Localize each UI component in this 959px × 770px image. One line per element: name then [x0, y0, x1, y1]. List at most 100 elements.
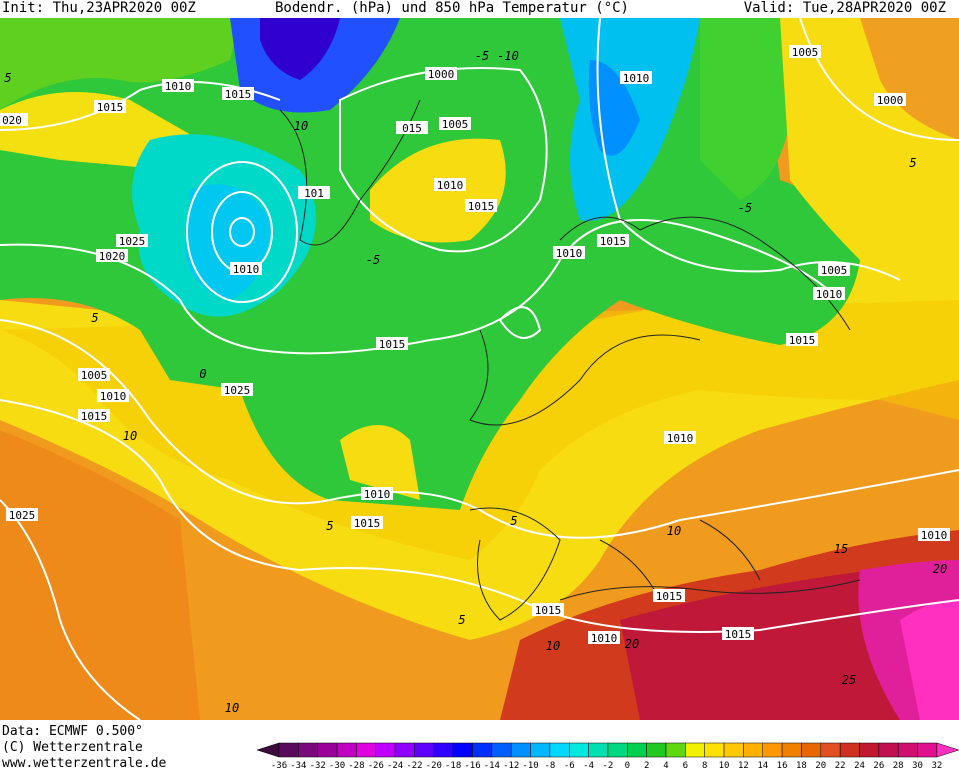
colorbar-label: -14 [484, 761, 500, 770]
colorbar-segment [878, 742, 899, 758]
isobar-label-box [396, 121, 428, 134]
colorbar-label: -8 [544, 761, 555, 770]
isobar-label-box [425, 67, 457, 80]
isobar-label: 1010 [556, 247, 583, 260]
colorbar-label: 20 [815, 761, 826, 770]
colorbar-label: 8 [702, 761, 707, 770]
isobar-label-box [664, 431, 696, 444]
isobar-label-box [597, 234, 629, 247]
colorbar-segment [530, 742, 551, 758]
colorbar-label: -28 [348, 761, 364, 770]
temperature-label: 5 [458, 613, 465, 627]
colorbar-segment [298, 742, 318, 758]
isobar-label: 1010 [667, 432, 694, 445]
temperature-label: 25 [842, 673, 856, 687]
isobar-label: 1025 [9, 509, 36, 522]
colorbar-segment [510, 742, 531, 758]
temperature-label: -5 [475, 49, 489, 63]
isobar-label: 1005 [442, 118, 469, 131]
colorbar-label: -12 [503, 761, 519, 770]
isobar-label-box [722, 627, 754, 640]
isobar-label-box [221, 383, 253, 396]
colorbar-label: -32 [310, 761, 326, 770]
isobar-label: 1010 [100, 390, 127, 403]
temperature-label: 15 [834, 542, 848, 556]
isobar-label: 1005 [81, 369, 108, 382]
isobar-label: 1015 [468, 200, 495, 213]
isobar-label-box [439, 117, 471, 130]
isobar-label: 015 [402, 122, 422, 135]
colorbar-label: 2 [644, 761, 649, 770]
colorbar-segment [433, 742, 454, 758]
colorbar-label: -6 [564, 761, 575, 770]
isobar-label-box [532, 603, 564, 616]
isobar-label: 1010 [437, 179, 464, 192]
isobar-label-box [653, 589, 685, 602]
colorbar-label: -34 [290, 761, 306, 770]
isobar-label-box [97, 389, 129, 402]
colorbar-segment [569, 742, 589, 758]
colorbar-label: 0 [625, 761, 630, 770]
isobars [0, 17, 959, 721]
isobar-label: 1015 [225, 88, 252, 101]
isobar-label: 1015 [535, 604, 562, 617]
temperature-label: 20 [933, 562, 947, 576]
isobar-label: 1015 [81, 410, 108, 423]
temperature-label: 0 [199, 367, 206, 381]
isobar-label: 1010 [591, 632, 618, 645]
temperature-label: 10 [546, 639, 560, 653]
colorbar-label: -16 [464, 761, 480, 770]
colorbar-label: -26 [368, 761, 384, 770]
isobar-label-box [96, 249, 128, 262]
colorbar-label: 6 [683, 761, 688, 770]
isobar-label: 1015 [97, 101, 124, 114]
isobar-label-box [0, 113, 28, 126]
isobar-label: 1025 [224, 384, 251, 397]
isobar-label-box [351, 516, 383, 529]
valid-time: Valid: Tue,28APR2020 00Z [744, 0, 946, 16]
copyright: (C) Wetterzentrale [2, 740, 143, 755]
colorbar-label: -24 [387, 761, 403, 770]
colorbar-label: -4 [583, 761, 594, 770]
temperature-label: 20 [625, 637, 639, 651]
colorbar-segment [356, 742, 376, 758]
colorbar-segment [762, 742, 783, 758]
temperature-label: 5 [326, 519, 333, 533]
colorbar-label: 10 [719, 761, 730, 770]
colorbar-label: 12 [738, 761, 749, 770]
colorbar-segment [549, 742, 570, 758]
temperature-label: -5 [738, 201, 752, 215]
isobar-label: 1015 [656, 590, 683, 603]
temperature-label: -10 [497, 49, 519, 63]
colorbar-segment [278, 742, 299, 758]
isobar-label-box [116, 234, 148, 247]
colorbar-segment [685, 742, 705, 758]
isobar-label-box [553, 246, 585, 259]
isobar-label-box [918, 528, 950, 541]
colorbar-label: 4 [663, 761, 668, 770]
colorbar-label: 18 [796, 761, 807, 770]
isobar-label: 1025 [119, 235, 146, 248]
isobar-label: 1005 [792, 46, 819, 59]
isobar-label: 020 [2, 114, 22, 127]
colorbar-label: -10 [522, 761, 538, 770]
isobar-label: 1010 [233, 263, 260, 276]
isobar-label-box [376, 337, 408, 350]
isobar-label-box [620, 71, 652, 84]
colorbar-label: 24 [854, 761, 865, 770]
colorbar-segment [394, 742, 415, 758]
isobar-label-box [789, 45, 821, 58]
isobar-label: 1010 [623, 72, 650, 85]
isobar-label: 1015 [789, 334, 816, 347]
isobar-label: 1010 [921, 529, 948, 542]
coastlines [279, 99, 861, 621]
colorbar-segment [801, 742, 822, 758]
colorbar-segment [588, 742, 609, 758]
isobar-label: 1015 [725, 628, 752, 641]
colorbar-segment [491, 742, 512, 758]
colorbar-segment [743, 742, 764, 758]
colorbar-label: -20 [426, 761, 442, 770]
colorbar-segment [646, 742, 667, 758]
colorbar-segment [897, 742, 918, 758]
temperature-label: 5 [4, 71, 11, 85]
